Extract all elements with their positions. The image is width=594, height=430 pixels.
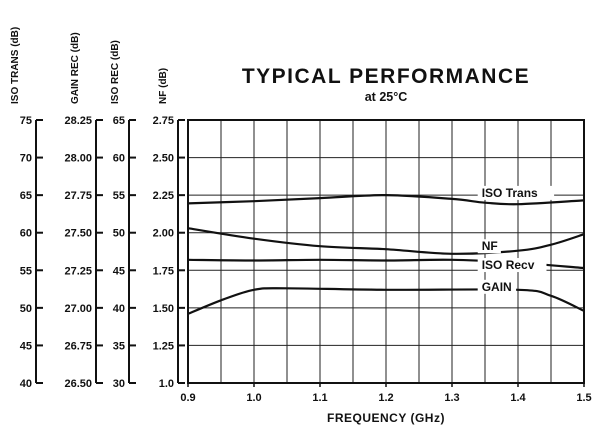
y-tick-label: 27.25 bbox=[64, 265, 92, 277]
chart-title: TYPICAL PERFORMANCE bbox=[242, 65, 530, 88]
y-axis-title: GAIN REC (dB) bbox=[70, 32, 81, 104]
x-axis: 0.9 1.0 1.1 1.2 1.3 1.4 1.5 bbox=[180, 383, 592, 404]
y-tick-label: 70 bbox=[20, 153, 32, 165]
y-tick-label: 35 bbox=[113, 340, 125, 352]
y-tick-label: 2.25 bbox=[153, 190, 174, 202]
series-line-gain bbox=[187, 287, 585, 315]
y-tick-label: 65 bbox=[20, 190, 32, 202]
series-label-bg bbox=[477, 239, 501, 254]
x-tick-label: 1.0 bbox=[246, 392, 261, 404]
y-tick-label: 30 bbox=[113, 378, 125, 390]
series-line-iso-trans bbox=[187, 193, 585, 206]
grid bbox=[188, 120, 584, 383]
y-tick-label: 28.25 bbox=[64, 115, 92, 127]
y-tick-label: 40 bbox=[20, 378, 32, 390]
x-tick-label: 1.1 bbox=[312, 392, 327, 404]
x-tick-label: 1.3 bbox=[444, 392, 459, 404]
y-tick-label: 2.50 bbox=[153, 153, 174, 165]
series-lines: ISO Trans NF ISO Recv GAIN bbox=[187, 185, 585, 315]
y-axes: 75 70 65 60 55 50 45 40 ISO TRANS (dB) 28.25 28.00… bbox=[10, 27, 185, 390]
y-tick-label: 40 bbox=[113, 303, 125, 315]
y-tick-label: 2.75 bbox=[153, 115, 174, 127]
y-tick-label: 1.50 bbox=[153, 303, 174, 315]
y-tick-label: 55 bbox=[113, 190, 125, 202]
y-tick-label: 45 bbox=[20, 340, 32, 352]
x-tick-label: 1.4 bbox=[510, 392, 526, 404]
y-axis-title: ISO REC (dB) bbox=[110, 40, 121, 104]
y-tick-label: 60 bbox=[20, 228, 32, 240]
x-tick-label: 0.9 bbox=[180, 392, 195, 404]
y-tick-label: 27.50 bbox=[64, 228, 92, 240]
y-tick-label: 26.50 bbox=[64, 378, 92, 390]
y-tick-label: 50 bbox=[113, 228, 125, 240]
y-tick-label: 26.75 bbox=[64, 340, 92, 352]
y-tick-label: 60 bbox=[113, 153, 125, 165]
y-tick-label: 1.75 bbox=[153, 265, 174, 277]
y-tick-label: 50 bbox=[20, 303, 32, 315]
y-tick-label: 2.00 bbox=[153, 228, 174, 240]
series-label: ISO Trans bbox=[482, 186, 538, 200]
x-tick-label: 1.2 bbox=[378, 392, 393, 404]
y-tick-label: 55 bbox=[20, 265, 32, 277]
y-axis-title: NF (dB) bbox=[158, 68, 169, 104]
chart-subtitle: at 25°C bbox=[365, 90, 408, 104]
y-tick-label: 75 bbox=[20, 115, 32, 127]
series-label: NF bbox=[482, 239, 498, 253]
y-tick-label: 65 bbox=[113, 115, 125, 127]
x-tick-label: 1.5 bbox=[576, 392, 591, 404]
series-label-bg bbox=[477, 258, 547, 273]
series-label-bg bbox=[477, 185, 555, 200]
y-tick-label: 27.00 bbox=[64, 303, 92, 315]
series-line-nf bbox=[187, 227, 585, 255]
y-tick-label: 45 bbox=[113, 265, 125, 277]
series-label: ISO Recv bbox=[482, 258, 535, 272]
y-tick-label: 28.00 bbox=[64, 153, 92, 165]
y-tick-label: 1.0 bbox=[159, 378, 174, 390]
y-tick-label: 1.25 bbox=[153, 340, 174, 352]
series-label: GAIN bbox=[482, 280, 512, 294]
series-label-bg bbox=[477, 279, 517, 294]
y-tick-label: 27.75 bbox=[64, 190, 92, 202]
x-axis-title: FREQUENCY (GHz) bbox=[327, 411, 445, 425]
y-axis-title: ISO TRANS (dB) bbox=[10, 27, 21, 104]
